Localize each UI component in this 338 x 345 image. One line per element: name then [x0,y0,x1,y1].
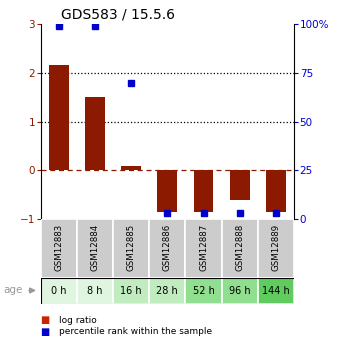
Text: log ratio: log ratio [59,316,97,325]
Bar [230,170,250,199]
Text: GDS583 / 15.5.6: GDS583 / 15.5.6 [61,8,175,22]
Text: GSM12885: GSM12885 [127,224,136,271]
Bar [77,219,113,278]
Text: GSM12886: GSM12886 [163,224,172,271]
Text: 0 h: 0 h [51,286,67,296]
Text: ■: ■ [41,327,50,337]
Bar [49,65,69,170]
Bar [41,278,77,304]
Bar [41,219,77,278]
Bar [85,97,105,170]
Bar [113,219,149,278]
Text: GSM12888: GSM12888 [235,224,244,271]
Text: GSM12887: GSM12887 [199,224,208,271]
Text: 16 h: 16 h [120,286,142,296]
Bar [113,278,149,304]
Bar [194,170,214,212]
Bar [266,170,286,212]
Bar [258,278,294,304]
Text: 8 h: 8 h [87,286,103,296]
Bar [222,219,258,278]
Text: GSM12884: GSM12884 [90,224,99,271]
Bar [186,219,222,278]
Text: 144 h: 144 h [262,286,290,296]
Bar [258,219,294,278]
Text: 28 h: 28 h [156,286,178,296]
Text: percentile rank within the sample: percentile rank within the sample [59,327,212,336]
Text: 96 h: 96 h [229,286,250,296]
Text: ■: ■ [41,315,50,325]
Bar [121,166,141,170]
Bar [149,219,186,278]
Text: GSM12883: GSM12883 [54,224,63,271]
Bar [149,278,186,304]
Text: 52 h: 52 h [193,286,215,296]
Bar [186,278,222,304]
Text: age: age [3,286,23,295]
Bar [158,170,177,212]
Bar [222,278,258,304]
Bar [77,278,113,304]
Text: GSM12889: GSM12889 [271,224,281,271]
